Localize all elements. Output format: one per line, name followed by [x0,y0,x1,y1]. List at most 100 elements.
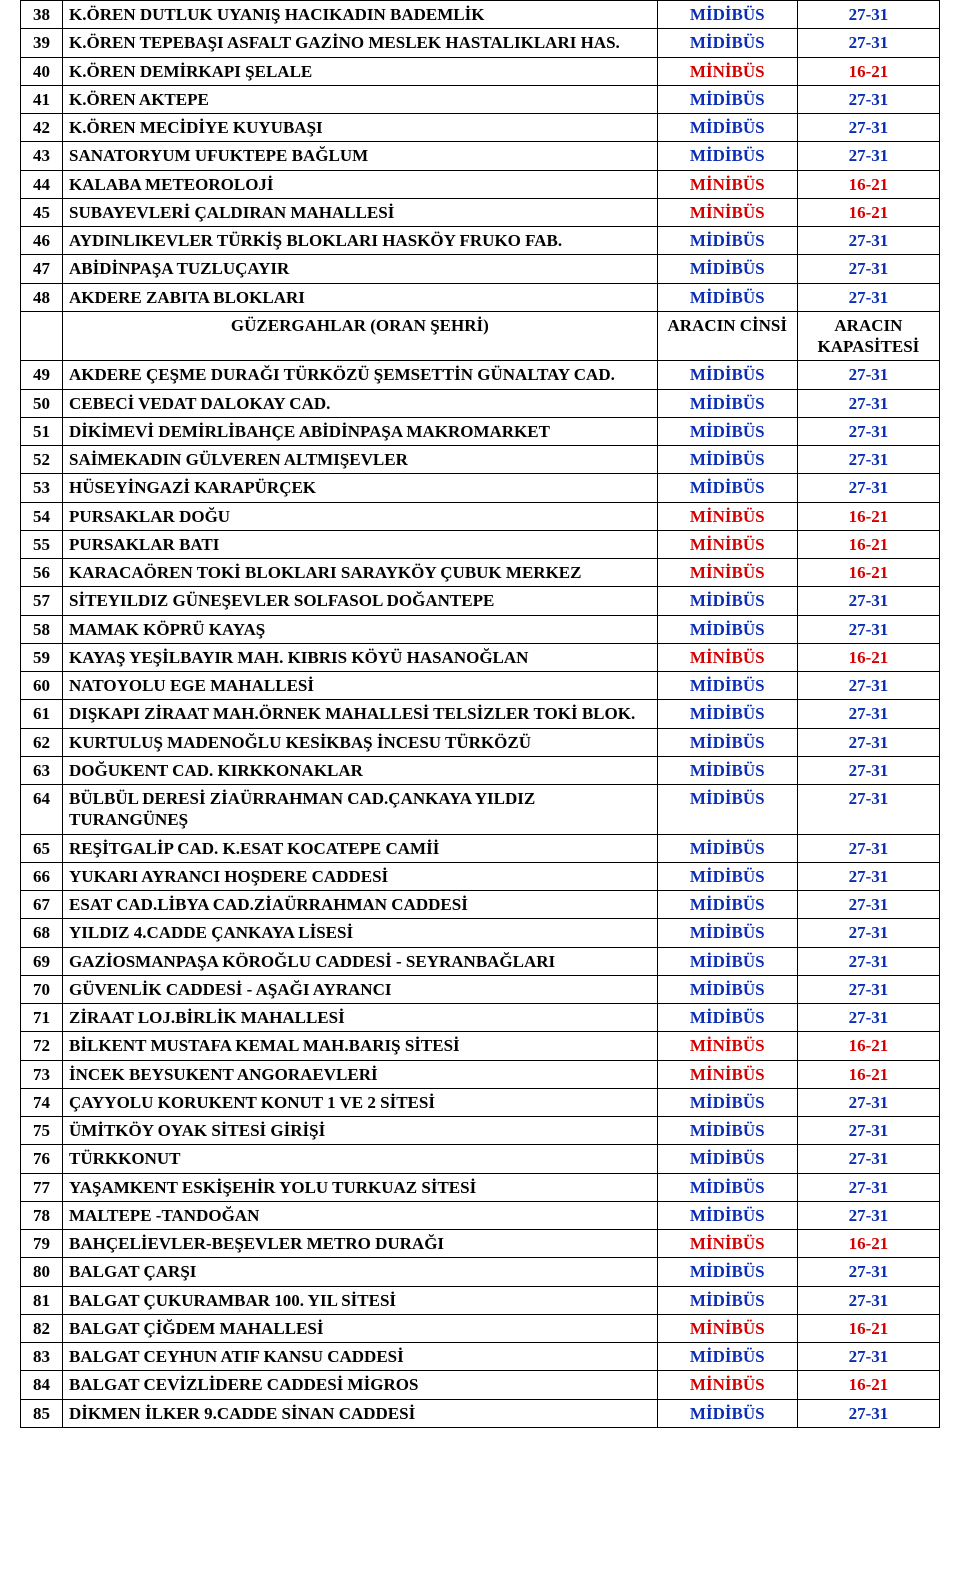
vehicle-capacity: 16-21 [797,198,939,226]
vehicle-capacity: 27-31 [797,728,939,756]
vehicle-capacity: 27-31 [797,85,939,113]
vehicle-capacity: 27-31 [797,1088,939,1116]
row-number: 48 [21,283,63,311]
row-number: 77 [21,1173,63,1201]
route-name: BİLKENT MUSTAFA KEMAL MAH.BARIŞ SİTESİ [63,1032,658,1060]
table-row: 53HÜSEYİNGAZİ KARAPÜRÇEKMİDİBÜS27-31 [21,474,940,502]
table-row: 75ÜMİTKÖY OYAK SİTESİ GİRİŞİMİDİBÜS27-31 [21,1117,940,1145]
row-number: 49 [21,361,63,389]
route-name: AKDERE ÇEŞME DURAĞI TÜRKÖZÜ ŞEMSETTİN GÜ… [63,361,658,389]
row-number: 76 [21,1145,63,1173]
vehicle-type: MİDİBÜS [657,85,797,113]
vehicle-type: MİDİBÜS [657,1004,797,1032]
vehicle-type: MİDİBÜS [657,1399,797,1427]
table-row: 81BALGAT ÇUKURAMBAR 100. YIL SİTESİMİDİB… [21,1286,940,1314]
vehicle-type: MİDİBÜS [657,672,797,700]
route-name: YUKARI AYRANCI HOŞDERE CADDESİ [63,862,658,890]
vehicle-capacity: 27-31 [797,975,939,1003]
row-number: 57 [21,587,63,615]
route-name: MAMAK KÖPRÜ KAYAŞ [63,615,658,643]
route-name: İNCEK BEYSUKENT ANGORAEVLERİ [63,1060,658,1088]
row-number: 79 [21,1230,63,1258]
vehicle-capacity: 27-31 [797,1173,939,1201]
route-name: YAŞAMKENT ESKİŞEHİR YOLU TURKUAZ SİTESİ [63,1173,658,1201]
row-number: 78 [21,1201,63,1229]
vehicle-type: MİNİBÜS [657,1032,797,1060]
row-number: 62 [21,728,63,756]
vehicle-type: MİDİBÜS [657,1258,797,1286]
vehicle-type: MİDİBÜS [657,142,797,170]
row-number: 75 [21,1117,63,1145]
vehicle-capacity: 27-31 [797,283,939,311]
vehicle-capacity: 16-21 [797,170,939,198]
route-name: SUBAYEVLERİ ÇALDIRAN MAHALLESİ [63,198,658,226]
route-name: MALTEPE -TANDOĞAN [63,1201,658,1229]
table-row: 63DOĞUKENT CAD. KIRKKONAKLARMİDİBÜS27-31 [21,756,940,784]
vehicle-capacity: 27-31 [797,1258,939,1286]
vehicle-type: MİDİBÜS [657,1088,797,1116]
table-row: 69GAZİOSMANPAŞA KÖROĞLU CADDESİ - SEYRAN… [21,947,940,975]
vehicle-type: MİDİBÜS [657,389,797,417]
section-header-route: GÜZERGAHLAR (ORAN ŞEHRİ) [63,311,658,361]
vehicle-capacity: 27-31 [797,142,939,170]
row-number: 81 [21,1286,63,1314]
table-row: 76TÜRKKONUTMİDİBÜS27-31 [21,1145,940,1173]
row-number: 50 [21,389,63,417]
vehicle-capacity: 27-31 [797,785,939,835]
vehicle-capacity: 27-31 [797,1004,939,1032]
vehicle-capacity: 27-31 [797,947,939,975]
vehicle-type: MİDİBÜS [657,756,797,784]
table-row: 70GÜVENLİK CADDESİ - AŞAĞI AYRANCIMİDİBÜ… [21,975,940,1003]
row-number: 61 [21,700,63,728]
table-row: 58MAMAK KÖPRÜ KAYAŞMİDİBÜS27-31 [21,615,940,643]
row-number: 59 [21,643,63,671]
route-name: BALGAT ÇARŞI [63,1258,658,1286]
vehicle-capacity: 27-31 [797,615,939,643]
table-row: 59KAYAŞ YEŞİLBAYIR MAH. KIBRIS KÖYÜ HASA… [21,643,940,671]
vehicle-type: MİDİBÜS [657,891,797,919]
vehicle-type: MİDİBÜS [657,785,797,835]
route-name: BALGAT ÇUKURAMBAR 100. YIL SİTESİ [63,1286,658,1314]
vehicle-capacity: 27-31 [797,1201,939,1229]
table-row: 83BALGAT CEYHUN ATIF KANSU CADDESİMİDİBÜ… [21,1343,940,1371]
vehicle-capacity: 27-31 [797,1,939,29]
route-name: REŞİTGALİP CAD. K.ESAT KOCATEPE CAMİİ [63,834,658,862]
route-name: KARACAÖREN TOKİ BLOKLARI SARAYKÖY ÇUBUK … [63,559,658,587]
route-name: NATOYOLU EGE MAHALLESİ [63,672,658,700]
vehicle-capacity: 16-21 [797,57,939,85]
table-row: 48AKDERE ZABITA BLOKLARIMİDİBÜS27-31 [21,283,940,311]
table-row: 47ABİDİNPAŞA TUZLUÇAYIRMİDİBÜS27-31 [21,255,940,283]
vehicle-type: MİNİBÜS [657,559,797,587]
vehicle-type: MİDİBÜS [657,1343,797,1371]
row-number: 67 [21,891,63,919]
route-name: GAZİOSMANPAŞA KÖROĞLU CADDESİ - SEYRANBA… [63,947,658,975]
route-name: KURTULUŞ MADENOĞLU KESİKBAŞ İNCESU TÜRKÖ… [63,728,658,756]
table-row: 85DİKMEN İLKER 9.CADDE SİNAN CADDESİMİDİ… [21,1399,940,1427]
table-row: 77YAŞAMKENT ESKİŞEHİR YOLU TURKUAZ SİTES… [21,1173,940,1201]
vehicle-type: MİDİBÜS [657,361,797,389]
route-name: SANATORYUM UFUKTEPE BAĞLUM [63,142,658,170]
route-name: K.ÖREN DUTLUK UYANIŞ HACIKADIN BADEMLİK [63,1,658,29]
route-name: BALGAT CEYHUN ATIF KANSU CADDESİ [63,1343,658,1371]
table-row: 79BAHÇELİEVLER-BEŞEVLER METRO DURAĞIMİNİ… [21,1230,940,1258]
route-name: KAYAŞ YEŞİLBAYIR MAH. KIBRIS KÖYÜ HASANO… [63,643,658,671]
vehicle-type: MİNİBÜS [657,502,797,530]
route-name: BALGAT CEVİZLİDERE CADDESİ MİGROS [63,1371,658,1399]
row-number: 80 [21,1258,63,1286]
row-number: 51 [21,417,63,445]
table-row: 55PURSAKLAR BATIMİNİBÜS16-21 [21,530,940,558]
vehicle-capacity: 16-21 [797,643,939,671]
table-row: 42K.ÖREN MECİDİYE KUYUBAŞIMİDİBÜS27-31 [21,114,940,142]
row-number: 83 [21,1343,63,1371]
vehicle-type: MİNİBÜS [657,198,797,226]
row-number: 46 [21,227,63,255]
vehicle-capacity: 27-31 [797,389,939,417]
table-row: 68YILDIZ 4.CADDE ÇANKAYA LİSESİMİDİBÜS27… [21,919,940,947]
vehicle-capacity: 27-31 [797,446,939,474]
vehicle-capacity: 27-31 [797,474,939,502]
row-number: 52 [21,446,63,474]
vehicle-type: MİDİBÜS [657,417,797,445]
vehicle-type: MİNİBÜS [657,1230,797,1258]
vehicle-type: MİDİBÜS [657,700,797,728]
table-row: 82BALGAT ÇİĞDEM MAHALLESİMİNİBÜS16-21 [21,1314,940,1342]
